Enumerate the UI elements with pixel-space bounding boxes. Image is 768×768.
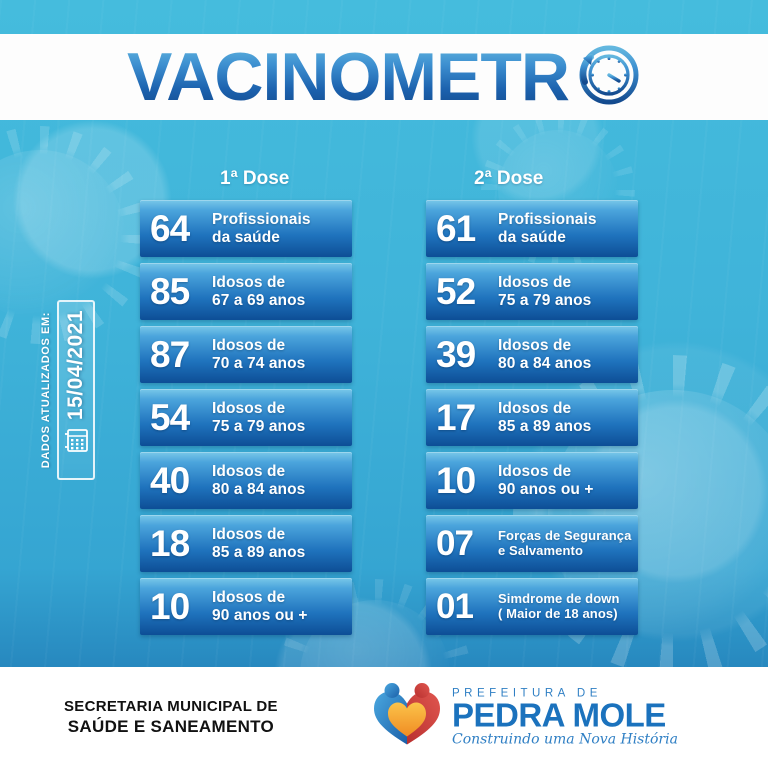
date-badge-label: DADOS ATUALIZADOS EM:	[40, 311, 52, 469]
stat-label: Idosos de 75 a 79 anos	[212, 400, 305, 435]
clock-refresh-icon	[571, 40, 641, 115]
stat-label-line-1: Forças de Segurança	[498, 527, 632, 543]
stat-label-line-1: Idosos de	[212, 463, 286, 481]
stat-number: 18	[150, 523, 190, 564]
stat-label: Idosos de 85 a 89 anos	[212, 526, 305, 561]
column-dose-2: 61 Profissionais da saúde 52 Idosos de 75 a 7…	[426, 200, 638, 641]
date-badge: DADOS ATUALIZADOS EM: 15/04/2021	[40, 300, 95, 480]
stat-label: Profissionais da saúde	[212, 211, 311, 246]
stat-label-line-2: 75 a 79 anos	[498, 291, 592, 309]
stat-card: 54 Idosos de 75 a 79 anos	[140, 389, 352, 446]
stat-label: Idosos de 85 a 89 anos	[498, 400, 591, 435]
stat-card: 85 Idosos de 67 a 69 anos	[140, 263, 352, 320]
stat-card: 01 Simdrome de down( Maior de 18 anos)	[426, 578, 638, 635]
secretaria-line-1: SECRETARIA MUNICIPAL DE	[64, 697, 278, 715]
heart-people-icon	[368, 680, 446, 755]
logo-prefeitura-label: PREFEITURA DE	[452, 687, 602, 700]
stat-card: 61 Profissionais da saúde	[426, 200, 638, 257]
stat-label-line-2: 80 a 84 anos	[212, 480, 306, 498]
stat-label-line-2: e Salvamento	[498, 542, 584, 558]
stat-number: 07	[436, 524, 474, 563]
stat-label-line-2: 85 a 89 anos	[212, 543, 306, 561]
stat-number: 10	[150, 586, 190, 627]
stat-number: 52	[436, 271, 476, 312]
title-wrap: VACINOMETR	[127, 40, 641, 115]
stat-number: 40	[150, 460, 190, 501]
stat-number: 61	[436, 208, 476, 249]
stat-card: 87 Idosos de 70 a 74 anos	[140, 326, 352, 383]
stat-label-line-1: Simdrome de down	[498, 590, 620, 606]
stat-label-line-1: Profissionais	[498, 211, 597, 229]
stat-label-line-2: da saúde	[212, 228, 280, 246]
stat-label-line-1: Idosos de	[212, 337, 286, 355]
secretaria-block: SECRETARIA MUNICIPAL DE SAÚDE E SANEAMEN…	[64, 697, 278, 739]
stat-number: 64	[150, 208, 190, 249]
stat-label-line-2: 80 a 84 anos	[498, 354, 592, 372]
prefeitura-logo: PREFEITURA DE PEDRA MOLE Construindo uma…	[368, 680, 678, 755]
stat-label-line-1: Idosos de	[212, 589, 286, 607]
stat-number: 54	[150, 397, 190, 438]
column-dose-1: 64 Profissionais da saúde 85 Idosos de 67 a 6…	[140, 200, 352, 641]
stat-label-line-2: 90 anos ou +	[212, 606, 308, 624]
logo-city-name: PEDRA MOLE	[452, 696, 666, 734]
stat-card: 52 Idosos de 75 a 79 anos	[426, 263, 638, 320]
stat-label-line-2: da saúde	[498, 228, 566, 246]
stat-label-line-1: Idosos de	[212, 526, 286, 544]
stat-number: 01	[436, 587, 474, 626]
stat-label-line-2: 75 a 79 anos	[212, 417, 306, 435]
stat-card: 18 Idosos de 85 a 89 anos	[140, 515, 352, 572]
stat-card: 07 Forças de Segurança e Salvamento	[426, 515, 638, 572]
column-heading-dose-1: 1ª Dose	[220, 168, 290, 189]
stat-card: 40 Idosos de 80 a 84 anos	[140, 452, 352, 509]
stat-label: Idosos de 90 anos ou +	[212, 589, 308, 624]
stat-label: Idosos de 70 a 74 anos	[212, 337, 305, 372]
column-heading-dose-2: 2ª Dose	[474, 168, 544, 189]
stat-number: 87	[150, 334, 190, 375]
stat-label-line-2: ( Maior de 18 anos)	[498, 605, 618, 621]
logo-slogan: Construindo uma Nova História	[452, 731, 678, 748]
page-title: VACINOMETR	[126, 39, 570, 115]
stat-label-line-2: 67 a 69 anos	[212, 291, 306, 309]
stat-label-line-2: 85 a 89 anos	[498, 417, 592, 435]
stat-label: Idosos de 80 a 84 anos	[498, 337, 591, 372]
stat-label-line-1: Profissionais	[212, 211, 311, 229]
date-badge-value: 15/04/2021	[64, 310, 87, 421]
dose-columns: 1ª Dose 2ª Dose 64 Profissionais da saúde 8…	[0, 168, 768, 635]
secretaria-line-2: SAÚDE E SANEAMENTO	[67, 717, 275, 737]
stat-label-line-1: Idosos de	[212, 400, 286, 418]
stat-label: Simdrome de down( Maior de 18 anos)	[498, 590, 620, 622]
stat-number: 39	[436, 334, 476, 375]
stat-number: 85	[150, 271, 190, 312]
calendar-icon	[63, 426, 89, 459]
date-badge-box: 15/04/2021	[57, 300, 95, 480]
footer-band: SECRETARIA MUNICIPAL DE SAÚDE E SANEAMEN…	[0, 667, 768, 768]
stat-label: Idosos de 75 a 79 anos	[498, 274, 591, 309]
stat-label: Idosos de 80 a 84 anos	[212, 463, 305, 498]
stat-card: 10 Idosos de 90 anos ou +	[426, 452, 638, 509]
stat-label-line-2: 90 anos ou +	[498, 480, 594, 498]
logo-text-block: PREFEITURA DE PEDRA MOLE Construindo uma…	[452, 687, 678, 747]
stat-label-line-2: 70 a 74 anos	[212, 354, 306, 372]
stat-label-line-1: Idosos de	[212, 274, 286, 292]
stat-label: Idosos de 90 anos ou +	[498, 463, 594, 498]
stat-card: 64 Profissionais da saúde	[140, 200, 352, 257]
header-band: VACINOMETR	[0, 34, 768, 120]
stat-card: 10 Idosos de 90 anos ou +	[140, 578, 352, 635]
stat-number: 10	[436, 460, 476, 501]
stat-label-line-1: Idosos de	[498, 274, 572, 292]
stat-label-line-1: Idosos de	[498, 400, 572, 418]
stat-label-line-1: Idosos de	[498, 337, 572, 355]
stat-label-line-1: Idosos de	[498, 463, 572, 481]
stat-label: Idosos de 67 a 69 anos	[212, 274, 305, 309]
stat-label: Profissionais da saúde	[498, 211, 597, 246]
stat-card: 39 Idosos de 80 a 84 anos	[426, 326, 638, 383]
stat-label: Forças de Segurança e Salvamento	[498, 527, 632, 559]
stat-card: 17 Idosos de 85 a 89 anos	[426, 389, 638, 446]
column-headings: 1ª Dose 2ª Dose	[0, 168, 768, 194]
stat-number: 17	[436, 397, 476, 438]
virus-particle-icon	[0, 150, 125, 320]
